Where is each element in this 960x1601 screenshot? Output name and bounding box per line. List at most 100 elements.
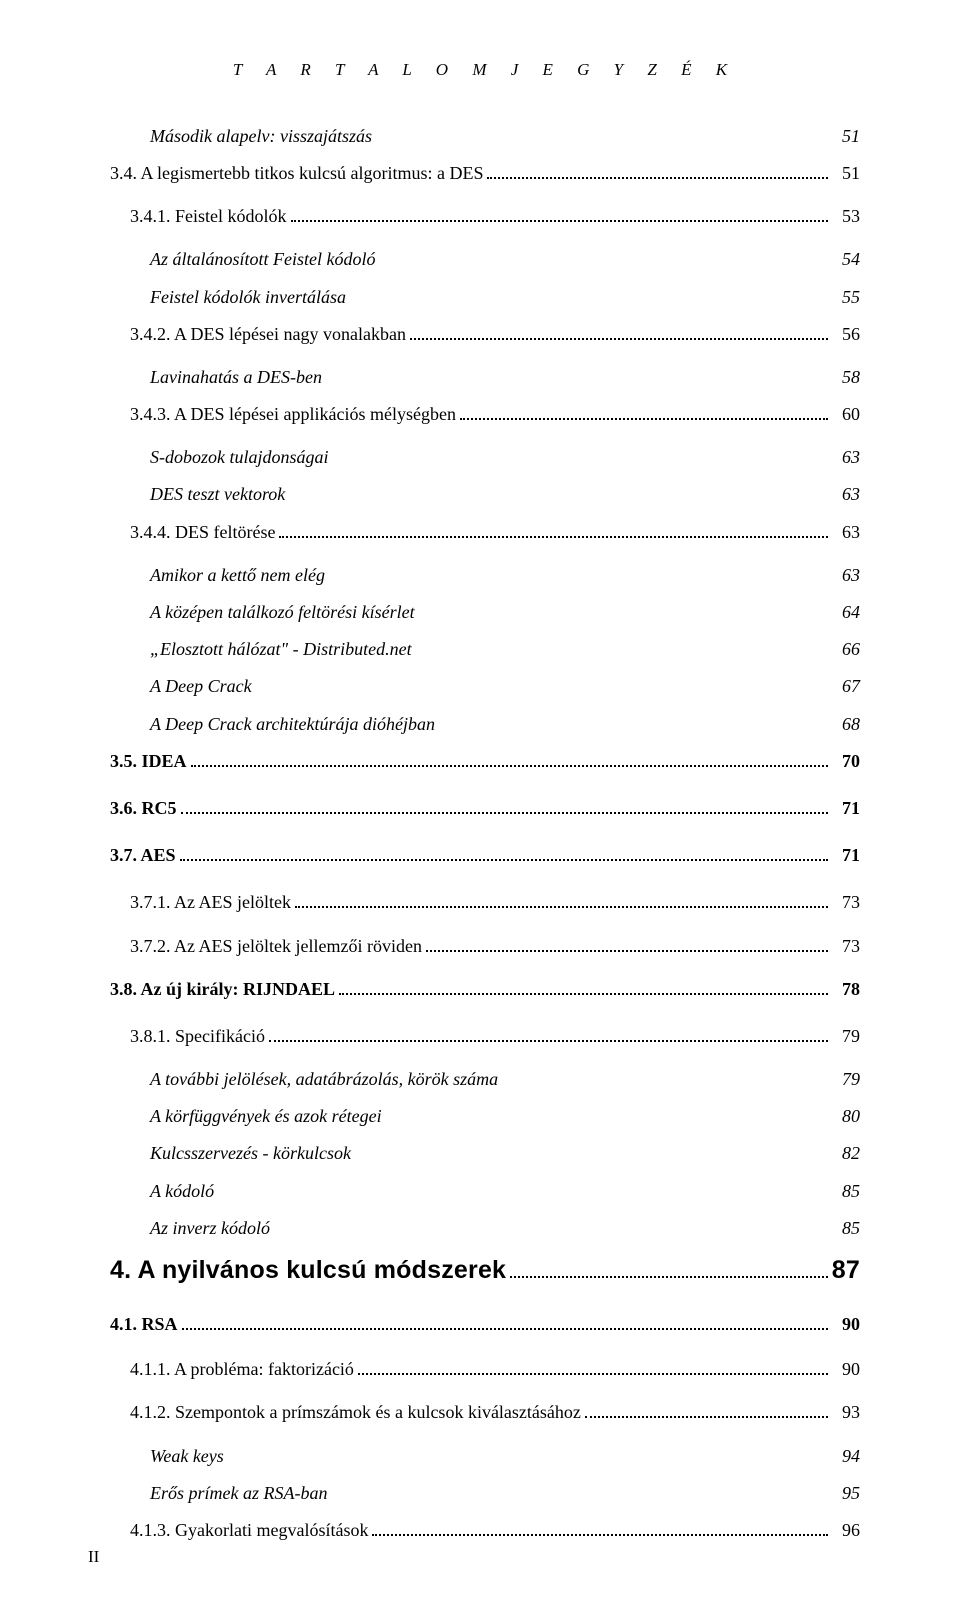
- toc-entry-label: 3.4. A legismertebb titkos kulcsú algori…: [110, 161, 483, 186]
- dot-leader: [279, 521, 828, 537]
- toc-entry: Amikor a kettő nem elég63: [150, 563, 860, 588]
- dot-leader: [191, 751, 828, 767]
- toc-entry: 4. A nyilvános kulcsú módszerek 87: [110, 1253, 860, 1288]
- toc-entry-page: 60: [832, 402, 860, 427]
- toc-entry: A kódoló85: [150, 1179, 860, 1204]
- toc-entry-label: Weak keys: [150, 1444, 832, 1469]
- toc-entry: Feistel kódolók invertálása55: [150, 285, 860, 310]
- toc-entry: Erős prímek az RSA-ban95: [150, 1481, 860, 1506]
- toc-entry-page: 63: [832, 482, 860, 507]
- toc-entry-label: Erős prímek az RSA-ban: [150, 1481, 832, 1506]
- toc-entry-label: A kódoló: [150, 1179, 832, 1204]
- toc-entry-label: 3.5. IDEA: [110, 749, 187, 774]
- toc-entry-label: S-dobozok tulajdonságai: [150, 445, 832, 470]
- toc-entry: Weak keys94: [150, 1444, 860, 1469]
- toc-entry-label: Amikor a kettő nem elég: [150, 563, 832, 588]
- toc-entry-label: 4.1.3. Gyakorlati megvalósítások: [130, 1518, 368, 1543]
- running-head: T A R T A L O M J E G Y Z É K: [110, 58, 860, 82]
- dot-leader: [181, 798, 829, 814]
- toc-entry-label: 3.4.4. DES feltörése: [130, 520, 275, 545]
- document-page: T A R T A L O M J E G Y Z É K Második al…: [0, 0, 960, 1601]
- toc-entry-page: 58: [832, 365, 860, 390]
- toc-entry: Az inverz kódoló85: [150, 1216, 860, 1241]
- toc-entry-label: DES teszt vektorok: [150, 482, 832, 507]
- toc-entry-page: 51: [832, 161, 860, 186]
- toc-entry-page: 66: [832, 637, 860, 662]
- toc-entry: 3.4. A legismertebb titkos kulcsú algori…: [110, 161, 860, 186]
- toc-entry-page: 63: [832, 445, 860, 470]
- toc-entry: 3.6. RC5 71: [110, 796, 860, 821]
- toc-entry: 3.4.3. A DES lépései applikációs mélység…: [130, 402, 860, 427]
- dot-leader: [585, 1402, 828, 1418]
- toc-entry: 3.4.2. A DES lépései nagy vonalakban 56: [130, 322, 860, 347]
- toc-entry: 4.1.1. A probléma: faktorizáció90: [130, 1357, 860, 1382]
- toc-entry-label: 3.6. RC5: [110, 796, 177, 821]
- toc-entry-page: 93: [832, 1400, 860, 1425]
- toc-entry-page: 64: [832, 600, 860, 625]
- toc-entry-page: 87: [832, 1253, 860, 1288]
- toc-entry-label: Második alapelv: visszajátszás: [150, 124, 832, 149]
- toc-entry: 3.5. IDEA70: [110, 749, 860, 774]
- toc-entry: A Deep Crack67: [150, 674, 860, 699]
- toc-entry: 3.7.1. Az AES jelöltek73: [130, 890, 860, 915]
- toc-entry-page: 56: [832, 322, 860, 347]
- toc-entry-page: 82: [832, 1141, 860, 1166]
- toc-entry-label: 3.4.3. A DES lépései applikációs mélység…: [130, 402, 456, 427]
- toc-entry-page: 53: [832, 204, 860, 229]
- toc-entry-page: 90: [832, 1312, 860, 1337]
- toc-entry: DES teszt vektorok63: [150, 482, 860, 507]
- toc-entry-label: 3.4.2. A DES lépései nagy vonalakban: [130, 322, 406, 347]
- toc-entry-label: 3.7. AES: [110, 843, 176, 868]
- toc-entry-label: Az inverz kódoló: [150, 1216, 832, 1241]
- dot-leader: [460, 404, 828, 420]
- toc-entry-label: Feistel kódolók invertálása: [150, 285, 832, 310]
- toc-entry-label: 3.8. Az új király: RIJNDAEL: [110, 977, 335, 1002]
- toc-entry: A további jelölések, adatábrázolás, körö…: [150, 1067, 860, 1092]
- toc-entry: 3.7. AES 71: [110, 843, 860, 868]
- toc-entry-label: 3.4.1. Feistel kódolók: [130, 204, 287, 229]
- toc-entry-label: 4.1.1. A probléma: faktorizáció: [130, 1357, 354, 1382]
- toc-entry: A Deep Crack architektúrája dióhéjban68: [150, 712, 860, 737]
- toc-entry-label: 3.8.1. Specifikáció: [130, 1024, 265, 1049]
- dot-leader: [295, 892, 828, 908]
- toc-entry-page: 85: [832, 1216, 860, 1241]
- toc-entry-label: 4.1.2. Szempontok a prímszámok és a kulc…: [130, 1400, 581, 1425]
- toc-entry: 3.8.1. Specifikáció 79: [130, 1024, 860, 1049]
- dot-leader: [426, 935, 828, 951]
- toc-entry-label: Lavinahatás a DES-ben: [150, 365, 832, 390]
- toc-entry: Az általánosított Feistel kódoló54: [150, 247, 860, 272]
- toc-entry: 3.7.2. Az AES jelöltek jellemzői röviden…: [130, 934, 860, 959]
- toc-entry: 4.1.2. Szempontok a prímszámok és a kulc…: [130, 1400, 860, 1425]
- toc-entry-page: 63: [832, 520, 860, 545]
- toc-entry-page: 73: [832, 934, 860, 959]
- toc-entry-page: 80: [832, 1104, 860, 1129]
- toc-entry-page: 63: [832, 563, 860, 588]
- toc-entry: 3.8. Az új király: RIJNDAEL78: [110, 977, 860, 1002]
- toc-entry-label: A Deep Crack: [150, 674, 832, 699]
- toc-entry-page: 71: [832, 843, 860, 868]
- toc-entry-page: 67: [832, 674, 860, 699]
- toc-entry: A körfüggvények és azok rétegei80: [150, 1104, 860, 1129]
- toc-entry-page: 79: [832, 1024, 860, 1049]
- dot-leader: [410, 324, 828, 340]
- toc-entry-page: 71: [832, 796, 860, 821]
- toc-entry-page: 94: [832, 1444, 860, 1469]
- toc-entry-label: A Deep Crack architektúrája dióhéjban: [150, 712, 832, 737]
- toc-entry-label: 4. A nyilvános kulcsú módszerek: [110, 1253, 506, 1288]
- dot-leader: [510, 1256, 828, 1279]
- toc-entry-label: A körfüggvények és azok rétegei: [150, 1104, 832, 1129]
- dot-leader: [339, 979, 828, 995]
- toc-entry-page: 95: [832, 1481, 860, 1506]
- dot-leader: [372, 1520, 828, 1536]
- toc-entry-label: Kulcsszervezés - körkulcsok: [150, 1141, 832, 1166]
- toc-entry-page: 73: [832, 890, 860, 915]
- dot-leader: [182, 1314, 828, 1330]
- toc-entry-page: 85: [832, 1179, 860, 1204]
- table-of-contents: Második alapelv: visszajátszás51 3.4. A l…: [110, 124, 860, 1543]
- toc-entry-page: 79: [832, 1067, 860, 1092]
- dot-leader: [291, 206, 829, 222]
- dot-leader: [487, 163, 828, 179]
- dot-leader: [180, 845, 828, 861]
- toc-entry-label: A középen találkozó feltörési kísérlet: [150, 600, 832, 625]
- toc-entry: S-dobozok tulajdonságai63: [150, 445, 860, 470]
